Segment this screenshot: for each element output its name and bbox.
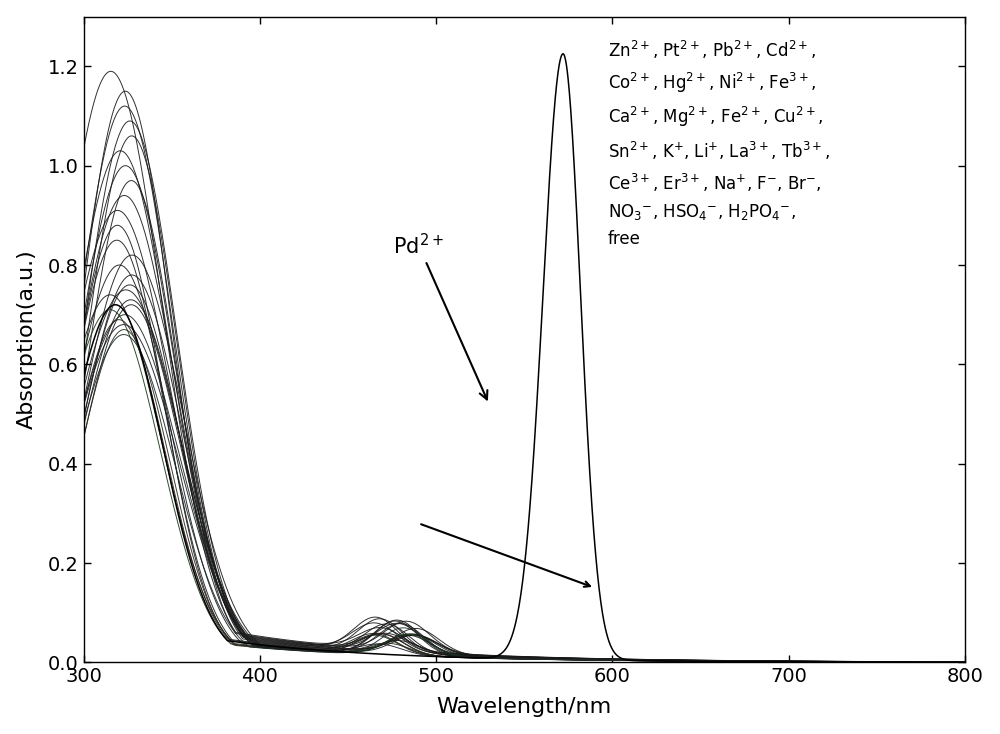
- Text: Zn$^{2+}$, Pt$^{2+}$, Pb$^{2+}$, Cd$^{2+}$,
Co$^{2+}$, Hg$^{2+}$, Ni$^{2+}$, Fe$: Zn$^{2+}$, Pt$^{2+}$, Pb$^{2+}$, Cd$^{2+…: [608, 39, 830, 247]
- X-axis label: Wavelength/nm: Wavelength/nm: [437, 697, 612, 717]
- Y-axis label: Absorption(a.u.): Absorption(a.u.): [17, 250, 37, 429]
- Text: Pd$^{2+}$: Pd$^{2+}$: [393, 233, 487, 399]
